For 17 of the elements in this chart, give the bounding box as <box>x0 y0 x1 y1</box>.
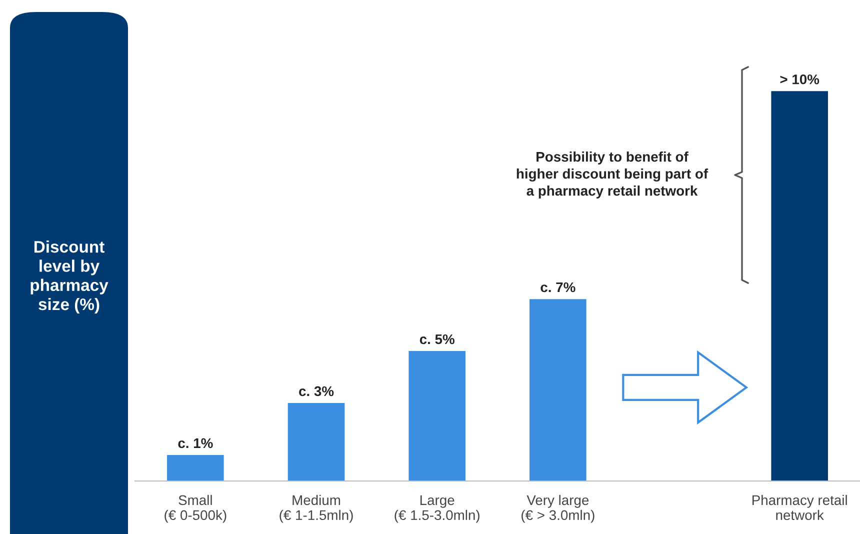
x-tick-label: Pharmacy retail network <box>752 494 847 520</box>
data-label: c. 5% <box>420 334 454 344</box>
annotation: Possibility to benefit of higher discount being part of a pharmacy retail network <box>516 152 708 198</box>
x-tick-label: Very large (€ > 3.0mln) <box>522 494 594 523</box>
data-label: > 10% <box>780 74 820 84</box>
bar <box>167 455 224 481</box>
x-tick-label: Small (€ 0-500k) <box>164 494 226 523</box>
x-tick-label: Large (€ 1.5-3.0mln) <box>394 495 480 523</box>
data-label: c. 3% <box>299 386 334 396</box>
x-tick-label: Medium (€ 1-1.5mln) <box>280 494 353 523</box>
y-axis-title: Discount level by pharmacy size (%) <box>30 240 108 314</box>
bar <box>408 351 466 481</box>
data-label: c. 1% <box>178 438 213 448</box>
bar <box>288 403 345 481</box>
bar <box>530 299 586 481</box>
data-label: c. 7% <box>540 282 576 292</box>
bar <box>771 91 828 481</box>
